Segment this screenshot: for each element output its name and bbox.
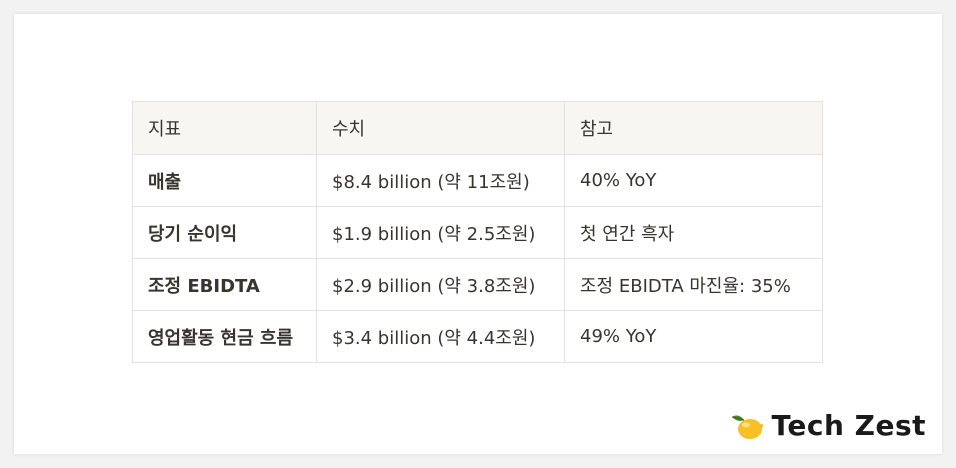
table-row: 조정 EBIDTA $2.9 billion (약 3.8조원) 조정 EBID…: [132, 258, 823, 311]
brand-logo: Tech Zest: [730, 409, 927, 442]
table-row: 당기 순이익 $1.9 billion (약 2.5조원) 첫 연간 흑자: [132, 206, 823, 259]
header-metric: 지표: [132, 101, 317, 155]
value-cell: $2.9 billion (약 3.8조원): [316, 258, 565, 311]
metric-cell: 조정 EBIDTA: [132, 258, 317, 311]
table-row: 영업활동 현금 흐름 $3.4 billion (약 4.4조원) 49% Yo…: [132, 310, 823, 363]
metric-cell: 영업활동 현금 흐름: [132, 310, 317, 363]
content-card: 지표 수치 참고 매출 $8.4 billion (약 11조원) 40% Yo…: [14, 14, 942, 454]
header-note: 참고: [564, 101, 823, 155]
note-cell: 조정 EBIDTA 마진율: 35%: [564, 258, 823, 311]
metric-cell: 매출: [132, 154, 317, 207]
lemon-icon: [731, 414, 763, 439]
value-cell: $8.4 billion (약 11조원): [316, 154, 565, 207]
note-cell: 49% YoY: [564, 310, 823, 363]
header-value: 수치: [316, 101, 565, 155]
note-cell: 첫 연간 흑자: [564, 206, 823, 259]
note-cell: 40% YoY: [564, 154, 823, 207]
value-cell: $3.4 billion (약 4.4조원): [316, 310, 565, 363]
table-row: 매출 $8.4 billion (약 11조원) 40% YoY: [132, 154, 823, 207]
value-cell: $1.9 billion (약 2.5조원): [316, 206, 565, 259]
brand-name: Tech Zest: [771, 409, 926, 442]
metric-cell: 당기 순이익: [132, 206, 317, 259]
metrics-table: 지표 수치 참고 매출 $8.4 billion (약 11조원) 40% Yo…: [132, 101, 823, 363]
table-header-row: 지표 수치 참고: [132, 101, 823, 155]
